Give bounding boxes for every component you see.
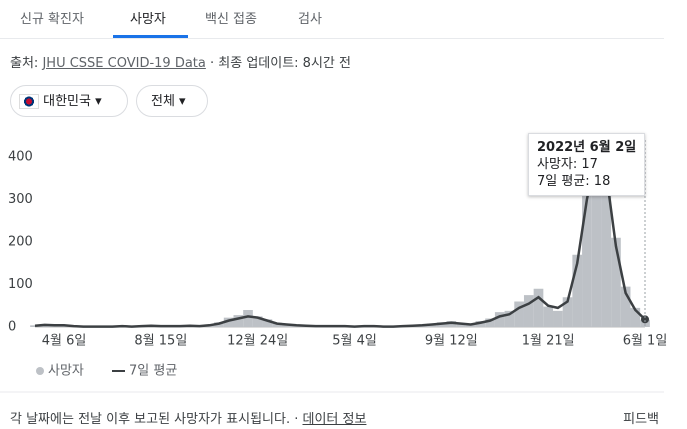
- x-tick-label: 5월 4일: [332, 334, 377, 349]
- flag: [19, 94, 39, 109]
- y-tick-label: 0: [8, 320, 16, 335]
- bar: [640, 319, 650, 327]
- tab[interactable]: 신규 확진자: [20, 12, 84, 27]
- dropdown-label: 전체: [151, 94, 175, 109]
- bar: [562, 297, 573, 327]
- bar: [446, 321, 457, 327]
- bar: [523, 295, 534, 327]
- bar: [456, 323, 466, 327]
- bar: [223, 317, 234, 327]
- y-tick-label: 400: [8, 150, 33, 165]
- bar: [543, 306, 554, 327]
- y-tick-label: 100: [8, 277, 33, 292]
- x-tick-label: 1월 21일: [522, 334, 575, 349]
- legend-dot: [36, 367, 44, 375]
- bar: [591, 144, 602, 327]
- bar: [243, 310, 253, 327]
- legend-label: 사망자: [48, 364, 84, 379]
- tab-indicator: [113, 35, 188, 38]
- tab-bar: 신규 확진자 사망자 백신 접종 검사: [0, 0, 664, 39]
- tab[interactable]: 사망자: [130, 12, 166, 27]
- end-marker: [641, 315, 649, 324]
- line: [34, 148, 646, 328]
- bar: [514, 301, 524, 327]
- bar: [611, 237, 621, 327]
- bar: [485, 318, 495, 327]
- note: 각 날짜에는 전날 이후 보고된 사망자가 표시됩니다. ·: [10, 412, 299, 427]
- tab[interactable]: 검사: [298, 12, 322, 27]
- x-tick-label: 4월 6일: [42, 334, 87, 349]
- tooltip-date: 2022년 6월 2일: [537, 140, 637, 155]
- footer-note: 각 날짜에는 전날 이후 보고된 사망자가 표시됩니다. · 데이터 정보: [10, 408, 366, 427]
- tooltip-average: 7일 평균: 18: [537, 174, 611, 189]
- bar: [475, 321, 486, 327]
- bar: [601, 165, 612, 327]
- x-tick-label: 8월 15일: [134, 334, 187, 349]
- bar: [252, 316, 263, 327]
- x-tick-label: 6월 1일: [623, 334, 668, 349]
- bar: [582, 186, 592, 327]
- bar: [620, 286, 631, 327]
- bar: [533, 288, 544, 327]
- bar: [494, 312, 505, 327]
- y-tick-label: 300: [8, 192, 33, 207]
- bar: [272, 322, 282, 327]
- bar: [262, 319, 273, 327]
- bar: [504, 310, 515, 327]
- source-prefix: 출처:: [10, 56, 39, 71]
- bar: [30, 325, 40, 327]
- x-tick-label: 9월 12일: [425, 334, 478, 349]
- bar: [630, 307, 641, 327]
- legend-label: 7일 평균: [129, 364, 177, 379]
- feedback[interactable]: 피드백: [623, 412, 659, 427]
- country-dropdown[interactable]: 대한민국 ▾: [10, 85, 128, 117]
- y-tick-label: 200: [8, 235, 33, 250]
- bar: [233, 315, 244, 327]
- source-line: 출처: JHU CSSE COVID-19 Data · 최종 업데이트: 8시…: [10, 52, 351, 71]
- dropdown-label: 대한민국: [43, 94, 91, 109]
- range-dropdown[interactable]: 전체 ▾: [136, 85, 208, 117]
- source-link[interactable]: JHU CSSE COVID-19 Data: [42, 56, 206, 71]
- data-info-link[interactable]: 데이터 정보: [302, 412, 367, 427]
- source-suffix: · 최종 업데이트: 8시간 전: [210, 56, 351, 71]
- x-tick-label: 12월 24일: [227, 334, 288, 349]
- tooltip-deaths: 사망자: 17: [537, 157, 598, 172]
- tab[interactable]: 백신 접종: [205, 12, 257, 27]
- bar: [572, 254, 583, 327]
- bar: [553, 310, 563, 327]
